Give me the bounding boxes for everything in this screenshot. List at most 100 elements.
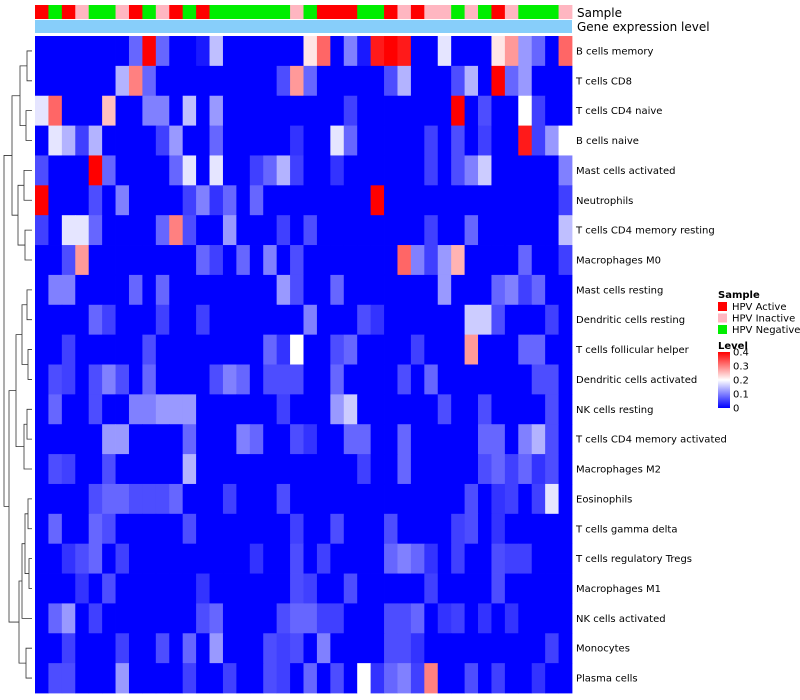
heatmap-cell xyxy=(169,454,184,485)
heatmap-cell xyxy=(115,125,130,156)
heatmap-cell xyxy=(155,95,170,126)
heatmap-cell xyxy=(545,513,559,545)
sample-annotation-cell xyxy=(182,5,197,19)
heatmap-cell xyxy=(504,454,519,485)
heatmap-cell xyxy=(48,483,63,515)
heatmap-cell xyxy=(451,483,465,515)
heatmap-cell xyxy=(249,245,264,276)
heatmap-cell xyxy=(88,364,103,395)
sample-annotation-cell xyxy=(263,5,278,19)
heatmap-cell xyxy=(384,633,398,664)
sample-legend-label: HPV Active xyxy=(732,302,787,313)
heatmap-cell xyxy=(370,483,385,515)
heatmap-cell xyxy=(88,215,103,246)
heatmap-cell xyxy=(263,215,278,246)
heatmap-cell xyxy=(478,125,492,156)
heatmap-cell xyxy=(384,424,398,455)
row-label: Dendritic cells resting xyxy=(576,315,685,326)
heatmap-cell xyxy=(558,603,573,634)
heatmap-cell xyxy=(330,573,345,604)
heatmap-cell xyxy=(102,483,116,515)
heatmap-cell xyxy=(464,424,479,455)
heatmap-cell xyxy=(330,424,345,455)
heatmap-cell xyxy=(48,633,63,664)
sample-annotation-cell xyxy=(410,5,425,19)
heatmap-cell xyxy=(209,334,224,365)
heatmap-cell xyxy=(276,245,291,276)
track-label-sample: Sample xyxy=(577,6,622,20)
heatmap-cell xyxy=(263,155,278,186)
heatmap-cell xyxy=(155,185,170,216)
heatmap-cell xyxy=(330,215,345,246)
dendrogram-branch xyxy=(8,390,19,623)
heatmap-cell xyxy=(316,573,331,604)
heatmap-cell xyxy=(61,394,76,425)
heatmap-cell xyxy=(169,245,184,276)
heatmap-cell xyxy=(209,125,224,156)
heatmap-cell xyxy=(169,424,184,455)
heatmap-cell xyxy=(128,155,143,186)
heatmap-cell xyxy=(236,274,251,306)
heatmap-cell xyxy=(35,95,49,126)
heatmap-cell xyxy=(545,215,559,246)
heatmap-cell xyxy=(35,603,49,634)
heatmap-cell xyxy=(263,125,278,156)
heatmap-cell xyxy=(169,95,184,126)
heatmap-cell xyxy=(464,364,479,395)
heatmap-cell xyxy=(343,364,358,395)
heatmap-cell xyxy=(182,245,197,276)
heatmap-cell xyxy=(182,394,197,425)
heatmap-cell xyxy=(61,603,76,634)
heatmap-cell xyxy=(303,424,318,455)
heatmap-cell xyxy=(343,155,358,186)
heatmap-cell xyxy=(182,633,197,664)
heatmap-cell xyxy=(75,65,90,97)
heatmap-cell xyxy=(209,215,224,246)
heatmap-cell xyxy=(196,334,210,365)
heatmap-cell xyxy=(35,215,49,246)
heatmap-cell xyxy=(75,36,90,67)
heatmap-cell xyxy=(209,364,224,395)
sample-annotation-cell xyxy=(558,5,573,19)
heatmap-cell xyxy=(504,304,519,336)
heatmap-cell xyxy=(155,65,170,97)
heatmap-cell xyxy=(290,65,304,97)
heatmap-cell xyxy=(102,603,116,634)
heatmap-cell xyxy=(196,573,210,604)
heatmap-cell xyxy=(330,454,345,485)
heatmap-cell xyxy=(88,95,103,126)
row-label: T cells CD4 memory activated xyxy=(575,435,727,446)
sample-legend-label: HPV Inactive xyxy=(732,314,795,325)
heatmap-cell xyxy=(531,663,546,694)
heatmap-cell xyxy=(316,394,331,425)
dendrogram-branch xyxy=(11,95,20,216)
heatmap-cell xyxy=(75,573,90,604)
heatmap-cell xyxy=(249,95,264,126)
heatmap-cell xyxy=(128,483,143,515)
heatmap-cell xyxy=(343,185,358,216)
sample-legend-swatch xyxy=(718,313,727,323)
row-label: T cells CD4 memory resting xyxy=(575,226,715,237)
dendrogram-branch xyxy=(27,349,32,380)
heatmap-cell xyxy=(357,603,372,634)
heatmap-cell xyxy=(518,274,533,306)
heatmap-cell xyxy=(451,633,465,664)
heatmap-cell xyxy=(397,155,412,186)
heatmap-cell xyxy=(410,274,425,306)
heatmap-cell xyxy=(424,603,439,634)
heatmap-cell xyxy=(464,36,479,67)
heatmap-cell xyxy=(35,394,49,425)
heatmap-cell xyxy=(343,215,358,246)
heatmap-cell xyxy=(196,36,210,67)
heatmap-cell xyxy=(424,215,439,246)
heatmap-cell xyxy=(478,245,492,276)
heatmap-cell xyxy=(196,95,210,126)
dendrogram-branch xyxy=(23,423,32,470)
heatmap-cell xyxy=(142,245,157,276)
heatmap-cell xyxy=(303,155,318,186)
row-label: Neutrophils xyxy=(576,196,633,207)
heatmap-cell xyxy=(303,185,318,216)
heatmap-cell xyxy=(88,663,103,694)
heatmap-cell xyxy=(222,454,237,485)
heatmap-cell xyxy=(491,334,506,365)
